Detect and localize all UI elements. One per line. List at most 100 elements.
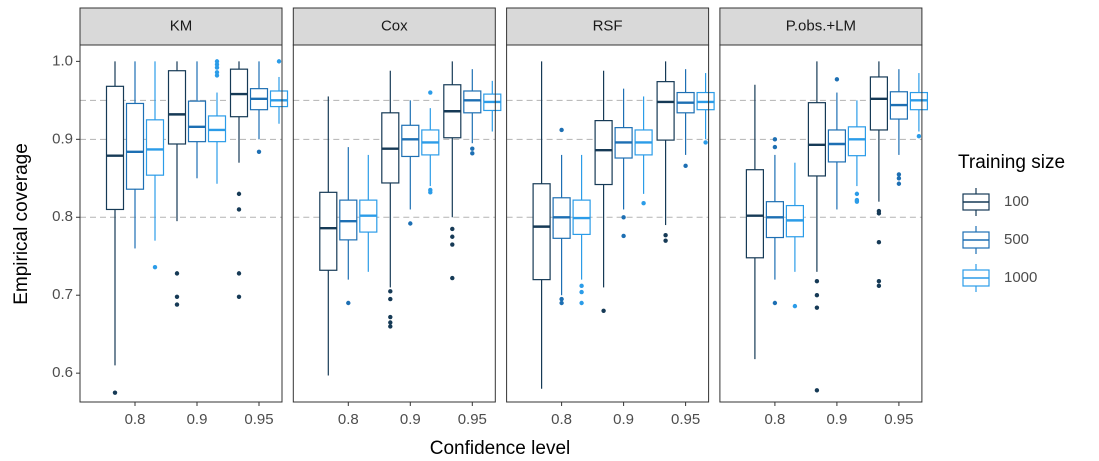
box — [807, 102, 827, 177]
outlier — [236, 207, 242, 212]
outlier — [428, 190, 433, 195]
outlier — [876, 283, 882, 289]
facet-title: RSF — [593, 17, 623, 34]
outlier — [876, 211, 882, 216]
outlier — [450, 275, 455, 281]
outlier — [112, 390, 118, 395]
box — [656, 81, 675, 141]
x-tick-label: 0.95 — [458, 411, 487, 428]
box — [105, 85, 125, 211]
outlier — [663, 238, 668, 243]
outlier — [559, 296, 564, 302]
x-tick-label: 0.8 — [338, 411, 359, 428]
box — [269, 90, 289, 108]
facet-title: Cox — [381, 17, 408, 34]
box — [187, 100, 207, 143]
outlier — [174, 302, 180, 307]
box — [145, 119, 165, 176]
outlier — [621, 233, 626, 239]
box — [827, 129, 847, 163]
outlier — [683, 163, 688, 169]
x-tick-label: 0.8 — [125, 411, 146, 428]
outlier — [896, 181, 902, 186]
outlier — [174, 294, 180, 299]
outlier — [854, 199, 860, 204]
box — [319, 191, 338, 271]
outlier — [772, 137, 778, 142]
legend-label: 100 — [1004, 193, 1029, 210]
outlier — [214, 65, 220, 70]
outlier — [876, 278, 882, 284]
outlier — [236, 271, 242, 276]
outlier — [174, 271, 180, 276]
box — [167, 70, 187, 145]
legend-label: 500 — [1004, 231, 1029, 248]
outlier — [579, 283, 584, 289]
y-tick-label: 1.0 — [52, 52, 73, 69]
box — [847, 126, 867, 157]
outlier — [559, 300, 564, 306]
outlier — [388, 324, 393, 329]
outlier — [428, 90, 433, 95]
outlier — [214, 70, 220, 75]
outlier — [470, 151, 475, 156]
box — [594, 120, 613, 186]
outlier — [236, 294, 242, 299]
x-tick-label: 0.8 — [764, 411, 785, 428]
outlier — [834, 77, 840, 82]
box — [463, 90, 482, 114]
outlier — [703, 140, 708, 145]
x-tick-label: 0.8 — [551, 411, 572, 428]
outlier — [772, 144, 778, 150]
outlier — [152, 264, 158, 270]
outlier — [579, 289, 584, 295]
panel-border — [292, 44, 496, 403]
outlier — [276, 59, 282, 64]
outlier — [814, 293, 820, 298]
outlier — [601, 308, 606, 314]
box — [869, 76, 889, 131]
strip — [292, 7, 496, 46]
outlier — [772, 300, 778, 306]
x-tick-label: 0.95 — [244, 411, 273, 428]
outlier — [896, 176, 902, 181]
strip — [79, 7, 283, 46]
box — [125, 102, 145, 190]
outlier — [814, 278, 820, 284]
y-tick-label: 0.6 — [52, 364, 73, 381]
outlier — [814, 305, 820, 310]
box — [532, 183, 551, 281]
outlier — [450, 226, 455, 232]
y-axis-label: Empirical coverage — [11, 143, 32, 305]
outlier — [559, 127, 564, 133]
outlier — [214, 73, 220, 78]
outlier — [214, 59, 220, 64]
outlier — [641, 201, 646, 206]
outlier — [388, 314, 393, 320]
outlier — [450, 242, 455, 247]
x-tick-label: 0.9 — [826, 411, 847, 428]
strip — [719, 7, 923, 46]
x-tick-label: 0.95 — [884, 411, 913, 428]
facet-title: KM — [170, 17, 193, 34]
legend-label: 1000 — [1004, 269, 1037, 286]
outlier — [346, 300, 351, 306]
x-tick-label: 0.95 — [671, 411, 700, 428]
outlier — [916, 133, 922, 139]
outlier — [388, 296, 393, 302]
x-tick-label: 0.9 — [613, 411, 634, 428]
outlier — [854, 191, 860, 197]
facet-title: P.obs.+LM — [786, 17, 856, 34]
outlier — [814, 388, 820, 393]
outlier — [621, 215, 626, 220]
outlier — [876, 240, 882, 245]
outlier — [579, 300, 584, 306]
box — [401, 124, 420, 158]
panel-border — [506, 44, 710, 403]
box — [745, 169, 765, 259]
box — [765, 201, 785, 239]
outlier — [408, 221, 413, 226]
panel-border — [719, 44, 923, 403]
outlier — [236, 191, 242, 197]
